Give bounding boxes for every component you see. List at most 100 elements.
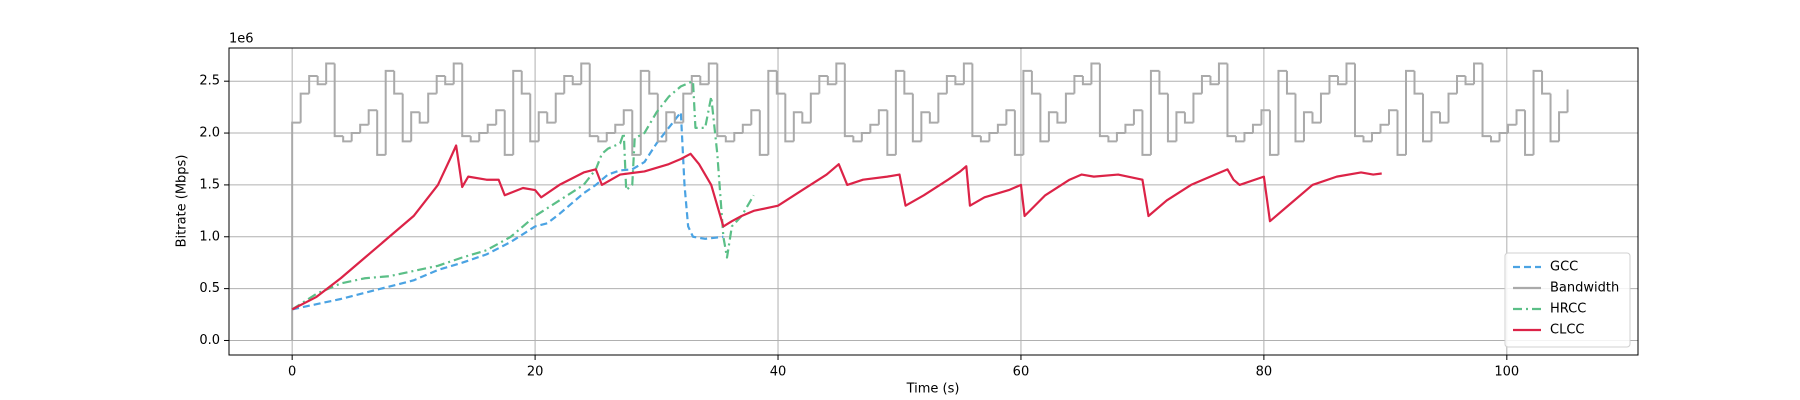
bandwidth-step xyxy=(1473,62,1483,85)
bandwidth-step xyxy=(852,136,862,143)
bandwidth-step xyxy=(1277,69,1287,155)
bandwidth-step xyxy=(665,111,675,142)
bandwidth-step xyxy=(741,123,752,134)
bandwidth-step xyxy=(350,132,361,142)
bandwidth-step xyxy=(1166,93,1177,143)
bandwidth-step xyxy=(333,63,344,138)
bandwidth-step xyxy=(1430,111,1441,142)
bandwidth-step xyxy=(1217,62,1228,85)
bandwidth-step xyxy=(962,62,973,85)
bandwidth-step xyxy=(937,92,947,123)
bandwidth-step xyxy=(860,132,871,142)
bandwidth-step xyxy=(843,63,854,138)
bandwidth-step xyxy=(1149,69,1160,155)
bandwidth-step xyxy=(886,110,896,156)
bandwidth-step xyxy=(996,123,1007,134)
bandwidth-step xyxy=(1183,112,1194,124)
y-tick-label: 2.0 xyxy=(199,126,220,141)
bandwidth-step xyxy=(656,93,667,143)
bandwidth-step xyxy=(894,69,905,155)
bandwidth-step xyxy=(291,121,301,341)
plot-frame xyxy=(228,47,1639,356)
bandwidth-step xyxy=(1090,62,1100,85)
bandwidth-step xyxy=(529,93,539,143)
bandwidth-step xyxy=(1456,75,1466,94)
bandwidth-step xyxy=(1064,92,1075,123)
bandwidth-step xyxy=(911,93,922,143)
bandwidth-step xyxy=(673,112,684,124)
bandwidth-step xyxy=(435,75,446,94)
bandwidth-step xyxy=(1464,76,1475,86)
bandwidth-step xyxy=(554,92,565,123)
bandwidth-step xyxy=(1311,112,1321,124)
bandwidth-step xyxy=(1524,110,1534,156)
bandwidth-step xyxy=(690,75,701,94)
bandwidth-step xyxy=(1507,123,1517,134)
bandwidth-step xyxy=(1319,92,1330,123)
bandwidth-step xyxy=(775,70,786,95)
legend-label: HRCC xyxy=(1550,302,1586,317)
legend-label: Bandwidth xyxy=(1550,281,1619,296)
y-tick-label: 2.5 xyxy=(199,74,220,89)
y-offset-label: 1e6 xyxy=(229,32,254,47)
bandwidth-step xyxy=(792,111,803,142)
bandwidth-step xyxy=(1081,76,1092,86)
bandwidth-step xyxy=(784,93,794,143)
bandwidth-step xyxy=(520,70,531,95)
x-tick-label: 0 xyxy=(288,365,296,380)
bandwidth-step xyxy=(308,75,318,94)
bandwidth-step xyxy=(359,123,369,134)
bandwidth-step xyxy=(1251,123,1262,134)
bandwidth-step xyxy=(1515,109,1526,125)
bandwidth-step xyxy=(1422,93,1432,143)
bandwidth-step xyxy=(1541,70,1551,95)
bandwidth-step xyxy=(707,62,718,85)
bandwidth-step xyxy=(418,112,429,124)
bandwidth-step xyxy=(1439,112,1449,124)
bandwidth-step xyxy=(758,110,769,156)
bandwidth-step xyxy=(801,112,811,124)
bandwidth-step xyxy=(537,111,548,142)
bandwidth-step xyxy=(1302,111,1313,142)
bandwidth-step xyxy=(410,111,420,142)
bandwidth-step xyxy=(1056,112,1066,124)
bandwidth-step xyxy=(920,111,930,142)
bandwidth-step xyxy=(945,75,956,94)
bandwidth-step xyxy=(376,110,386,156)
bandwidth-step xyxy=(1107,136,1117,143)
bandwidth-step xyxy=(299,92,310,123)
bandwidth-step xyxy=(1234,136,1245,143)
bandwidth-step xyxy=(469,136,480,143)
x-tick-label: 100 xyxy=(1494,365,1519,380)
bandwidth-step xyxy=(1243,132,1253,142)
bandwidth-step xyxy=(444,76,454,86)
bandwidth-step xyxy=(928,112,939,124)
series-line xyxy=(291,80,755,311)
bandwidth-step xyxy=(316,76,327,86)
bandwidth-step xyxy=(767,69,777,155)
bandwidth-step xyxy=(809,92,820,123)
bandwidth-step xyxy=(1158,70,1168,95)
bandwidth-step xyxy=(1013,110,1024,156)
bandwidth-step xyxy=(971,63,981,138)
bandwidth-step xyxy=(393,70,403,95)
y-tick-label: 0.0 xyxy=(199,333,220,348)
bandwidth-step xyxy=(1132,109,1143,125)
bandwidth-step xyxy=(1192,92,1202,123)
bandwidth-step xyxy=(614,123,624,134)
series-line xyxy=(291,111,724,311)
bandwidth-step xyxy=(639,69,650,155)
legend-label: GCC xyxy=(1550,260,1578,275)
bandwidth-step xyxy=(1379,123,1389,134)
bandwidth-step xyxy=(1362,136,1372,143)
x-axis-label: Time (s) xyxy=(906,382,960,397)
bandwidth-step xyxy=(1328,75,1338,94)
bandwidth-step xyxy=(1345,62,1355,85)
bandwidth-step xyxy=(1285,70,1296,95)
bandwidth-step xyxy=(1370,132,1381,142)
legend-box xyxy=(1504,252,1631,348)
series-line xyxy=(291,144,1382,311)
bandwidth-step xyxy=(648,70,658,95)
bandwidth-step xyxy=(1039,93,1049,143)
